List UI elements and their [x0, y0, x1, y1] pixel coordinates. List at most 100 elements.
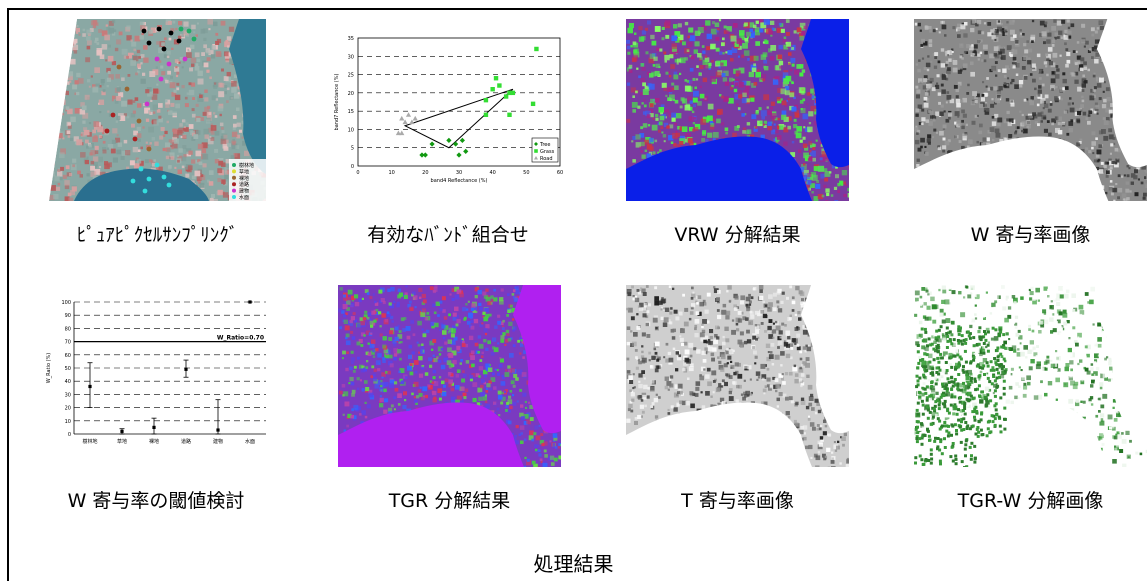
- x-tick-label: 60: [557, 170, 563, 176]
- sea-area: [626, 402, 812, 467]
- w-ratio-threshold-chart: 0 10 20 30 40 50 60 70 80 90 100 W_Ratio=0.70 W_Rati…: [46, 300, 266, 445]
- data-point-tree: [463, 148, 469, 154]
- y-tick-label: 20: [65, 406, 71, 412]
- tgr-decomposition-map: [338, 285, 561, 467]
- caption-w-ratio-threshold: W 寄与率の閾値検討: [67, 490, 245, 512]
- sample-point: [156, 26, 162, 32]
- sample-point: [161, 174, 167, 180]
- y-tick-label: 10: [348, 127, 354, 133]
- caption-t-ratio-image: T 寄与率画像: [681, 490, 794, 512]
- legend-marker: [232, 195, 236, 199]
- y-tick-label: 30: [65, 392, 71, 398]
- sea-area: [626, 136, 812, 201]
- x-tick-label: 10: [388, 170, 394, 176]
- threshold-label: W_Ratio=0.70: [217, 335, 264, 342]
- data-point-road: [395, 130, 401, 136]
- legend-marker: [534, 142, 538, 146]
- y-tick-label: 90: [65, 313, 71, 319]
- y-tick-label: 50: [65, 366, 71, 372]
- x-tick-label: 30: [456, 170, 462, 176]
- y-tick-label: 70: [65, 340, 71, 346]
- data-point-grass: [507, 112, 512, 117]
- sample-point: [168, 30, 174, 36]
- y-tick-label: 0: [351, 164, 354, 170]
- legend-marker: [232, 188, 236, 193]
- category-label: 水面: [245, 438, 255, 445]
- sample-point: [158, 76, 164, 82]
- legend-label: 道路: [239, 181, 249, 188]
- sample-point: [144, 101, 150, 107]
- land-texture: [626, 19, 849, 201]
- water-group: [626, 19, 849, 201]
- bay-area: [801, 285, 849, 434]
- x-tick-label: 40: [489, 170, 495, 176]
- data-point-grass: [490, 87, 495, 92]
- x-axis-label: band4 Reflectance (%): [431, 178, 488, 184]
- data-point-grass: [497, 83, 502, 88]
- tgr-w-decomposition-map: [914, 285, 1147, 467]
- data-point-road: [399, 115, 405, 121]
- water-group: [914, 19, 1147, 201]
- mean-marker: [248, 300, 252, 304]
- data-point-grass: [534, 46, 539, 52]
- data-point-grass: [493, 76, 499, 81]
- data-point-road: [409, 119, 415, 125]
- plot-area: [357, 37, 561, 167]
- caption-pure-pixel-sampling: ﾋﾟｭｱﾋﾟｸｾﾙｻﾝﾌﾟﾘﾝｸﾞ: [76, 224, 239, 246]
- sample-point: [186, 28, 192, 34]
- caption-band-combination: 有効なﾊﾞﾝﾄﾞ組合せ: [367, 224, 529, 246]
- data-point-road: [405, 112, 412, 117]
- sample-point: [178, 26, 184, 32]
- legend-marker: [534, 149, 538, 153]
- water-group: [338, 285, 561, 467]
- data-point-grass: [507, 90, 512, 96]
- legend-marker: [232, 163, 236, 167]
- category-label: 建物: [213, 438, 223, 445]
- sample-point: [191, 36, 197, 42]
- y-axis-label: W_Ratio (%): [46, 353, 52, 384]
- data-point-tree: [456, 152, 462, 158]
- y-tick-label: 100: [61, 300, 71, 306]
- sea-area: [74, 168, 209, 201]
- legend-label: 建物: [239, 188, 249, 195]
- y-tick-label: 25: [348, 73, 354, 79]
- figure-frame: [7, 8, 1147, 581]
- category-label: 道路: [181, 438, 191, 445]
- caption-w-ratio-image: W 寄与率画像: [970, 224, 1091, 246]
- y-tick-label: 0: [68, 432, 71, 438]
- sample-point: [132, 136, 138, 142]
- caption-tgr-decomposition: TGR 分解結果: [388, 490, 511, 512]
- sample-point: [154, 56, 160, 62]
- w-ratio-image: [914, 19, 1147, 201]
- legend-label: 草地: [239, 168, 249, 175]
- band-combination-scatter-chart: 0 5 10 15 20 25 30 35 0 10 20 30 40 50 60 band4 Reflect…: [334, 36, 563, 184]
- legend-label: 樹林地: [239, 162, 254, 169]
- bay-area: [801, 19, 849, 168]
- y-tick-label: 20: [348, 91, 354, 97]
- sample-point: [124, 86, 130, 92]
- bay-area: [1096, 19, 1147, 168]
- sample-point: [146, 40, 152, 46]
- y-tick-label: 80: [65, 326, 71, 332]
- y-tick-label: 10: [65, 419, 71, 425]
- category-label: 樹林地: [82, 438, 97, 445]
- legend-marker: [534, 156, 538, 160]
- sea-area: [338, 402, 524, 467]
- sample-point: [110, 112, 116, 118]
- sample-point: [166, 61, 172, 67]
- data-point-road: [402, 119, 408, 125]
- y-tick-label: 60: [65, 353, 71, 359]
- y-tick-label: 35: [348, 36, 354, 42]
- y-tick-label: 5: [351, 146, 354, 152]
- sample-point: [182, 56, 188, 62]
- bay-area: [513, 285, 561, 434]
- mean-marker: [184, 367, 188, 371]
- data-point-road: [399, 130, 405, 136]
- sample-point: [166, 182, 172, 188]
- legend-marker: [232, 169, 236, 174]
- data-point-grass: [530, 101, 536, 107]
- data-point-grass: [483, 97, 489, 103]
- y-tick-label: 40: [65, 379, 71, 385]
- sample-point: [104, 128, 110, 134]
- x-tick-label: 20: [422, 170, 428, 176]
